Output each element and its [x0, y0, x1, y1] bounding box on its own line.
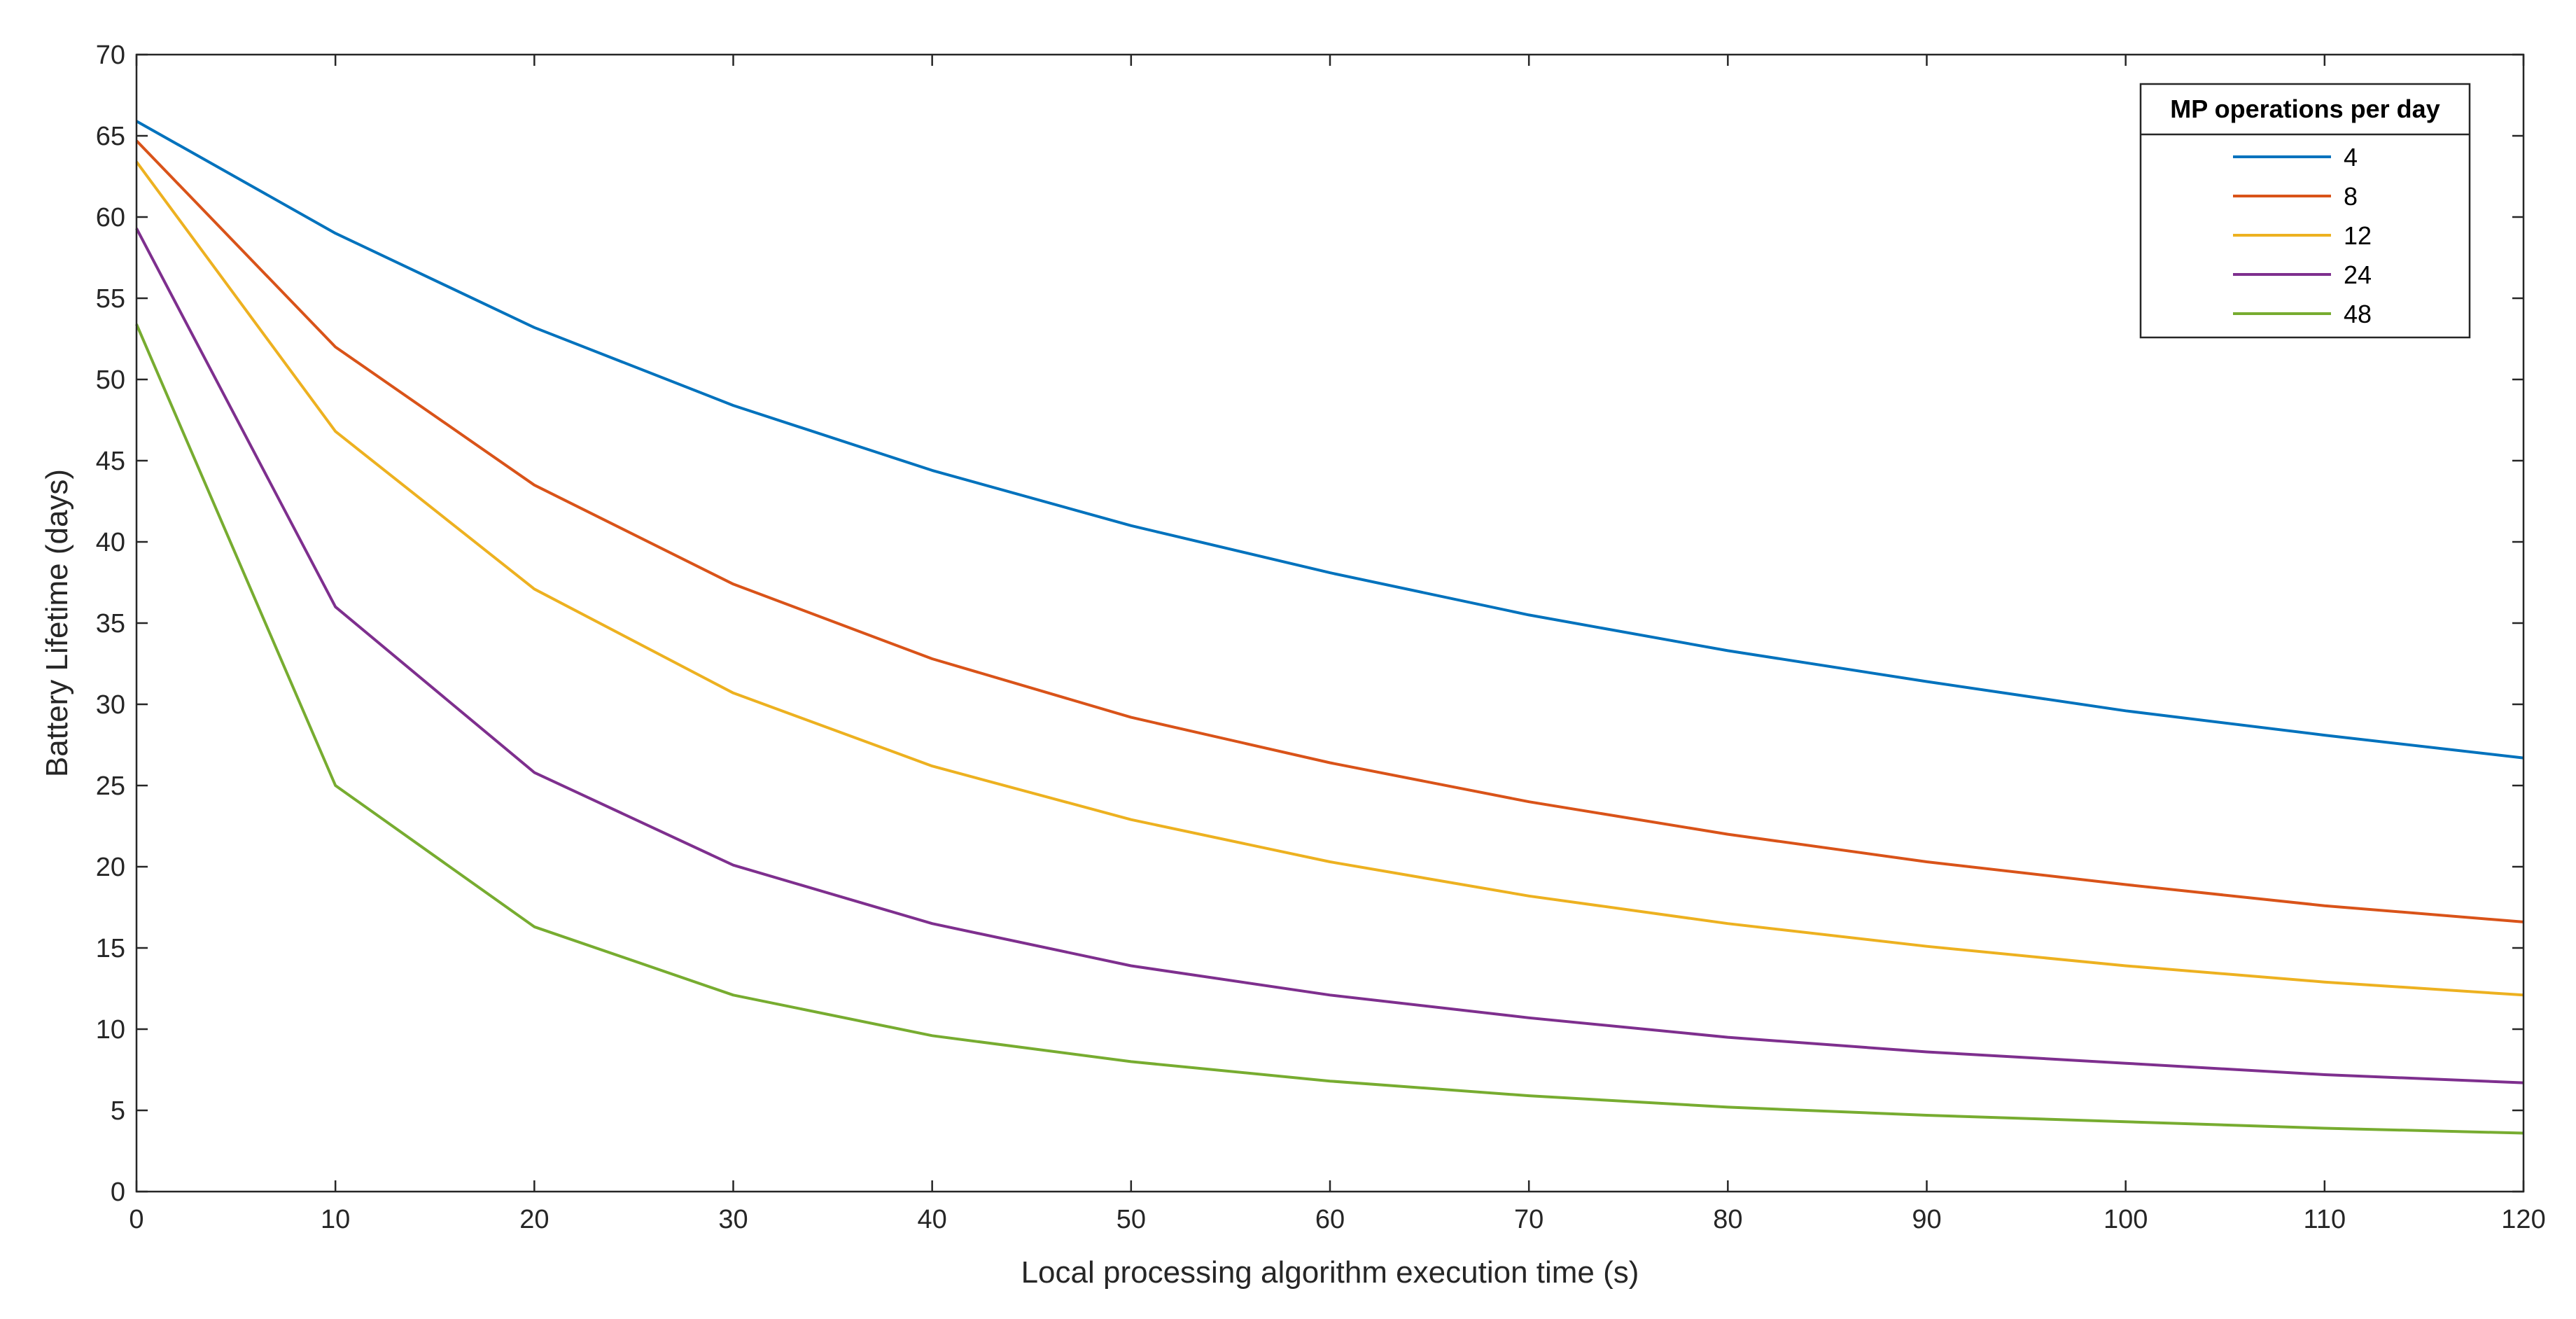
y-tick-label: 10 [96, 1015, 125, 1045]
legend-title: MP operations per day [2170, 95, 2440, 123]
y-tick-label: 20 [96, 853, 125, 882]
series-line-8 [135, 139, 2524, 923]
x-tick-label: 110 [2304, 1205, 2346, 1234]
y-tick-label: 50 [96, 365, 125, 395]
y-tick-label: 45 [96, 447, 125, 476]
y-tick-label: 40 [96, 528, 125, 557]
y-tick-label: 0 [111, 1178, 125, 1207]
series-line-12 [135, 160, 2524, 997]
y-tick-label: 60 [96, 203, 125, 232]
y-tick-label: 65 [96, 122, 125, 151]
y-tick-label: 55 [96, 284, 125, 314]
x-tick-label: 50 [1116, 1205, 1146, 1234]
plot-frame [135, 53, 2525, 1193]
x-axis-title: Local processing algorithm execution tim… [1021, 1255, 1639, 1290]
x-tick-label: 120 [2501, 1205, 2545, 1234]
legend-label-8: 8 [2344, 182, 2358, 211]
x-tick-label: 40 [918, 1205, 947, 1234]
y-tick-label: 25 [96, 772, 125, 801]
legend-label-48: 48 [2344, 300, 2372, 328]
x-tick-label: 90 [1912, 1205, 1941, 1234]
x-tick-label: 100 [2104, 1205, 2148, 1234]
series-line-4 [136, 120, 2524, 760]
x-tick-label: 30 [718, 1205, 748, 1234]
y-tick-label: 30 [96, 690, 125, 720]
x-tick-label: 70 [1514, 1205, 1544, 1234]
x-tick-label: 60 [1315, 1205, 1345, 1234]
legend-label-4: 4 [2344, 143, 2358, 172]
series-line-24 [135, 228, 2524, 1084]
y-tick-label: 15 [96, 934, 125, 963]
series-layer [135, 120, 2524, 1135]
x-tick-label: 80 [1713, 1205, 1742, 1234]
x-tick-label: 10 [321, 1205, 350, 1234]
legend-box [2139, 83, 2471, 339]
y-axis-title: Battery Lifetime (days) [40, 469, 74, 777]
series-line-48 [135, 323, 2524, 1135]
y-tick-label: 35 [96, 609, 125, 638]
legend-label-12: 12 [2344, 221, 2372, 250]
plot-area [136, 55, 2524, 1192]
y-tick-label: 70 [96, 41, 125, 70]
x-tick-label: 20 [519, 1205, 549, 1234]
legend-label-24: 24 [2344, 260, 2372, 289]
x-tick-label: 0 [129, 1205, 144, 1234]
y-tick-label: 5 [111, 1096, 125, 1126]
tick-layer: 0 10 20 30 40 50 60 70 80 90 100 110 120 0 5 10 15 20 25 30… [96, 41, 2546, 1234]
